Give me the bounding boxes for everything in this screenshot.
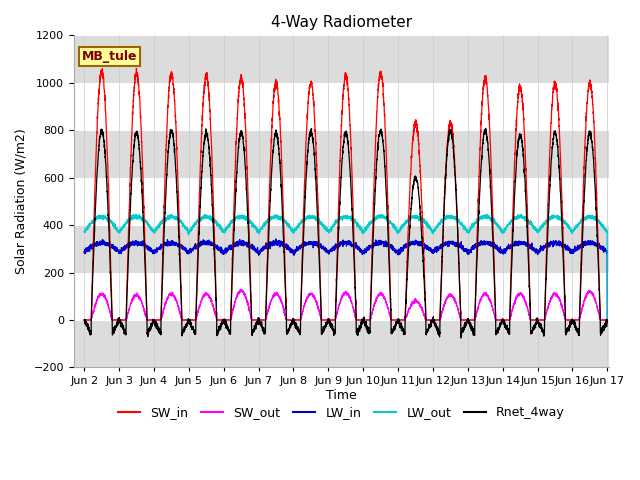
X-axis label: Time: Time (326, 389, 356, 402)
Title: 4-Way Radiometer: 4-Way Radiometer (271, 15, 412, 30)
Bar (74, 36, 609, 83)
Legend: SW_in, SW_out, LW_in, LW_out, Rnet_4way: SW_in, SW_out, LW_in, LW_out, Rnet_4way (113, 401, 570, 424)
Bar (74, 225, 609, 273)
Text: MB_tule: MB_tule (82, 50, 138, 63)
Y-axis label: Solar Radiation (W/m2): Solar Radiation (W/m2) (15, 129, 28, 274)
Bar (74, 130, 609, 178)
Bar (74, 320, 609, 367)
